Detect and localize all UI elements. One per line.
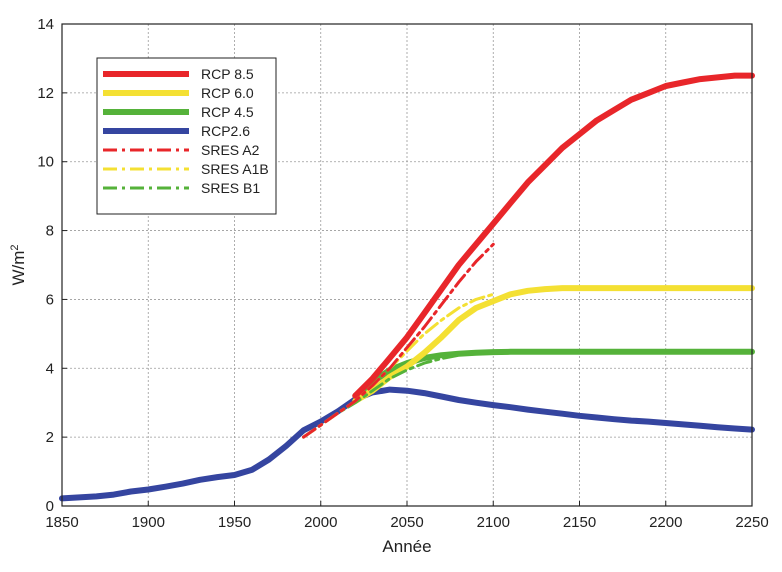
y-axis: 0 2 4 6 8 10 12 14 <box>37 16 67 515</box>
y-axis-label-superscript: 2 <box>9 244 21 250</box>
x-tick-label: 2100 <box>477 514 510 531</box>
legend-label: SRES A2 <box>201 142 260 158</box>
x-tick-label: 1850 <box>45 514 78 531</box>
y-tick-label: 10 <box>37 154 54 171</box>
legend: RCP 8.5 RCP 6.0 RCP 4.5 RCP2.6 SRES A2 SRES A… <box>96 57 277 215</box>
legend-label: RCP 6.0 <box>201 85 254 101</box>
y-axis-label-unit: W/m <box>9 251 28 286</box>
legend-label: RCP2.6 <box>201 123 250 139</box>
x-tick-label: 2050 <box>390 514 423 531</box>
y-tick-label: 0 <box>46 498 54 515</box>
legend-label: RCP 4.5 <box>201 104 254 120</box>
legend-label: SRES A1B <box>201 161 269 177</box>
legend-label: SRES B1 <box>201 180 260 196</box>
y-tick-label: 6 <box>46 291 54 308</box>
y-axis-label: W/m2 <box>9 244 28 285</box>
legend-label: RCP 8.5 <box>201 66 254 82</box>
y-tick-label: 2 <box>46 429 54 446</box>
y-tick-label: 4 <box>46 360 54 377</box>
x-tick-label: 2150 <box>563 514 596 531</box>
series-line-rcp-4-5 <box>352 348 755 399</box>
x-tick-label: 2250 <box>735 514 768 531</box>
y-tick-label: 14 <box>37 16 54 33</box>
x-tick-label: 2000 <box>304 514 337 531</box>
y-tick-label: 12 <box>37 85 54 102</box>
series-layer <box>59 72 755 502</box>
series-line-rcp-6-0 <box>352 285 755 404</box>
series-line-sres-a2 <box>302 242 495 439</box>
x-tick-label: 1900 <box>132 514 165 531</box>
x-axis-label: Année <box>382 537 431 556</box>
x-tick-label: 2200 <box>649 514 682 531</box>
series-line-rcp2-6 <box>59 386 755 502</box>
series-line-rcp-8-5 <box>352 72 755 399</box>
y-tick-label: 8 <box>46 223 54 240</box>
x-axis: 1850 1900 1950 2000 2050 2100 2150 2200 2250 <box>45 501 769 531</box>
x-tick-label: 1950 <box>218 514 251 531</box>
